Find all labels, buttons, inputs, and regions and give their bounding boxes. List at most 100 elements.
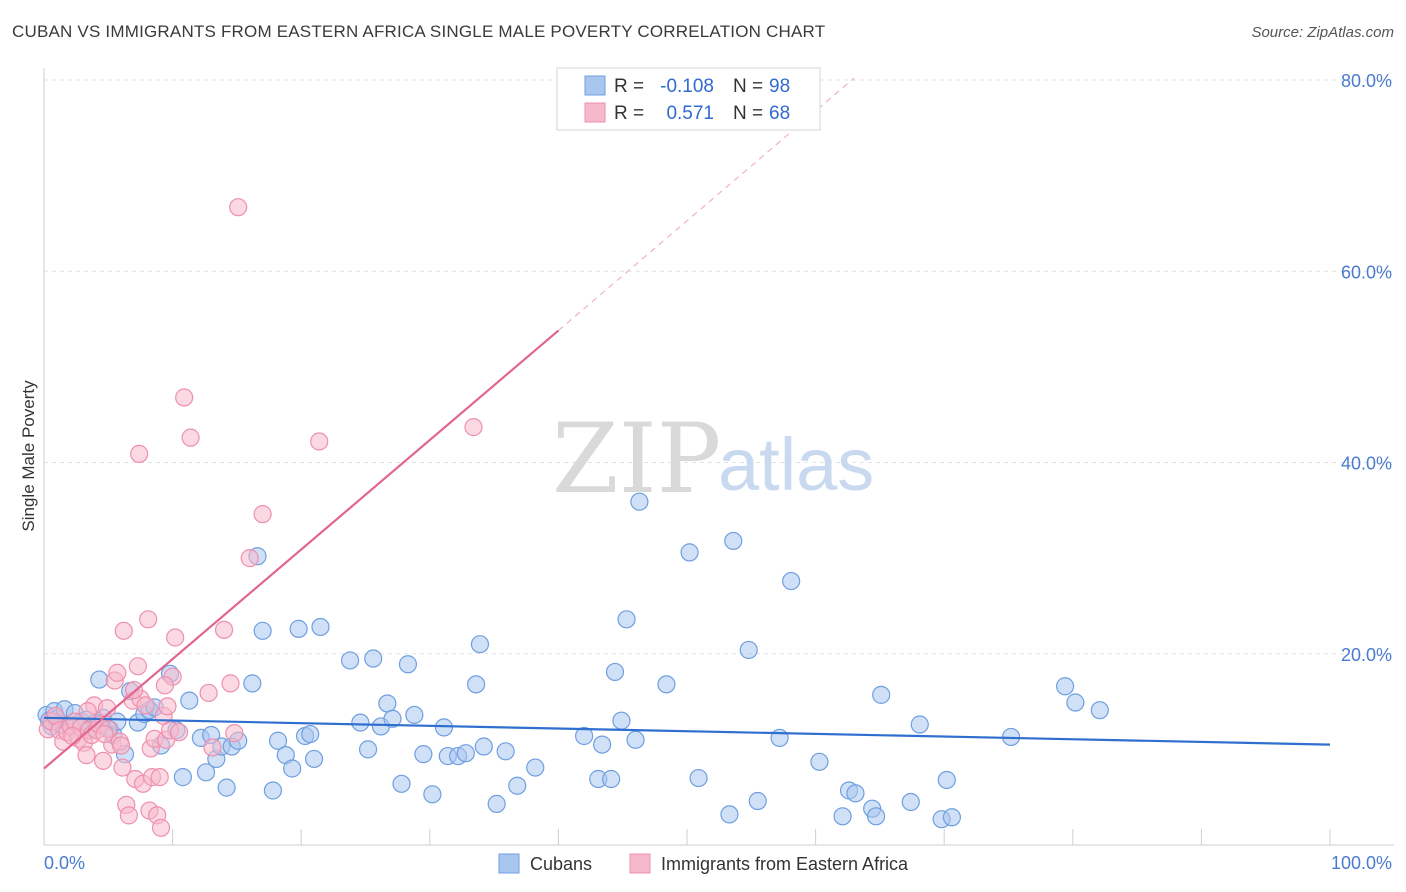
point-cubans [901, 792, 920, 812]
point-eafrica [166, 628, 185, 647]
y-tick-label: 60.0% [1341, 262, 1392, 282]
point-cubans [617, 610, 636, 629]
point-eafrica [199, 683, 218, 703]
point-eafrica [95, 724, 114, 744]
point-eafrica [225, 724, 244, 743]
point-eafrica [175, 388, 194, 407]
x-tick-label-min: 0.0% [44, 853, 85, 873]
legend-n-label-cubans: N = [733, 76, 763, 97]
point-eafrica [169, 723, 189, 742]
y-tick-labels: 20.0% 40.0% 60.0% 80.0% [1341, 71, 1392, 665]
point-cubans [243, 674, 262, 693]
point-cubans [304, 749, 324, 769]
watermark-atlas: atlas [718, 423, 874, 506]
point-cubans [1090, 701, 1109, 720]
legend-r-value-eafrica: 0.571 [666, 103, 714, 124]
y-tick-label: 80.0% [1341, 71, 1392, 91]
gridlines [44, 79, 1394, 655]
legend-swatch-cubans [584, 75, 606, 96]
point-cubans [1066, 693, 1085, 712]
point-cubans [423, 785, 442, 804]
x-axis-ticks [172, 829, 1331, 845]
point-cubans [253, 621, 272, 640]
point-cubans [358, 740, 378, 759]
x-tick-label-max: 100.0% [1331, 853, 1392, 873]
point-cubans [689, 768, 708, 788]
point-eafrica [114, 621, 133, 640]
point-eafrica [112, 736, 131, 755]
bottom-legend-label-eafrica: Immigrants from Eastern Africa [661, 854, 909, 874]
point-eafrica [253, 505, 272, 524]
point-cubans [456, 744, 475, 763]
point-eafrica [181, 428, 200, 447]
point-cubans [378, 694, 397, 713]
point-cubans [630, 492, 649, 511]
source-label: Source: ZipAtlas.com [1251, 24, 1394, 41]
trend-line-eafrica [43, 329, 560, 770]
point-cubans [942, 808, 962, 827]
point-cubans [487, 794, 506, 813]
point-cubans [626, 730, 645, 749]
point-cubans [782, 571, 801, 591]
point-eafrica [136, 696, 155, 715]
point-cubans [466, 675, 486, 694]
point-cubans [340, 651, 360, 670]
point-cubans [937, 770, 956, 790]
point-cubans [398, 655, 418, 674]
point-eafrica [94, 751, 113, 770]
point-cubans [866, 807, 886, 826]
point-cubans [470, 635, 490, 654]
point-cubans [173, 768, 192, 787]
point-eafrica [151, 818, 171, 837]
point-cubans [593, 735, 612, 754]
point-eafrica [214, 620, 234, 639]
point-cubans [833, 807, 852, 826]
series-eafrica-points [38, 198, 483, 837]
legend-n-label-eafrica: N = [733, 103, 763, 124]
legend-r-label-cubans: R = [614, 76, 644, 97]
legend-n-value-cubans: 98 [769, 76, 790, 97]
legend-r-label-eafrica: R = [614, 103, 644, 124]
point-cubans [748, 791, 767, 811]
point-cubans [496, 742, 515, 761]
point-cubans [364, 649, 383, 668]
point-cubans [602, 769, 621, 789]
bottom-legend-swatch-eafrica [629, 853, 651, 874]
legend-box: R = -0.108 N = 98 R = 0.571 N = 68 [556, 67, 821, 131]
series-cubans-points [37, 492, 1109, 829]
point-eafrica [139, 610, 158, 629]
point-eafrica [113, 758, 132, 777]
point-eafrica [221, 674, 240, 693]
point-cubans [474, 737, 493, 756]
point-cubans [724, 531, 743, 551]
point-cubans [383, 709, 402, 728]
legend-r-value-cubans: -0.108 [660, 76, 714, 97]
point-eafrica [128, 657, 147, 676]
point-cubans [872, 685, 891, 704]
point-cubans [612, 711, 631, 730]
point-eafrica [464, 418, 483, 437]
chart-title: CUBAN VS IMMIGRANTS FROM EASTERN AFRICA … [12, 22, 826, 41]
point-cubans [196, 763, 216, 782]
point-cubans [217, 778, 236, 797]
legend-n-value-eafrica: 68 [769, 103, 790, 124]
point-cubans [263, 781, 283, 800]
y-tick-label: 20.0% [1341, 645, 1392, 665]
point-eafrica [78, 702, 97, 721]
point-cubans [311, 617, 330, 637]
bottom-legend-swatch-cubans [498, 853, 520, 874]
point-eafrica [77, 746, 96, 765]
point-cubans [180, 691, 199, 710]
point-cubans [301, 724, 320, 744]
point-cubans [846, 784, 865, 803]
point-eafrica [63, 726, 82, 746]
point-cubans [283, 759, 302, 778]
y-tick-label: 40.0% [1341, 454, 1392, 474]
point-cubans [351, 713, 370, 732]
point-cubans [90, 670, 109, 689]
point-cubans [910, 715, 929, 734]
point-eafrica [155, 676, 174, 695]
point-cubans [657, 675, 676, 694]
legend-swatch-eafrica [584, 102, 606, 123]
